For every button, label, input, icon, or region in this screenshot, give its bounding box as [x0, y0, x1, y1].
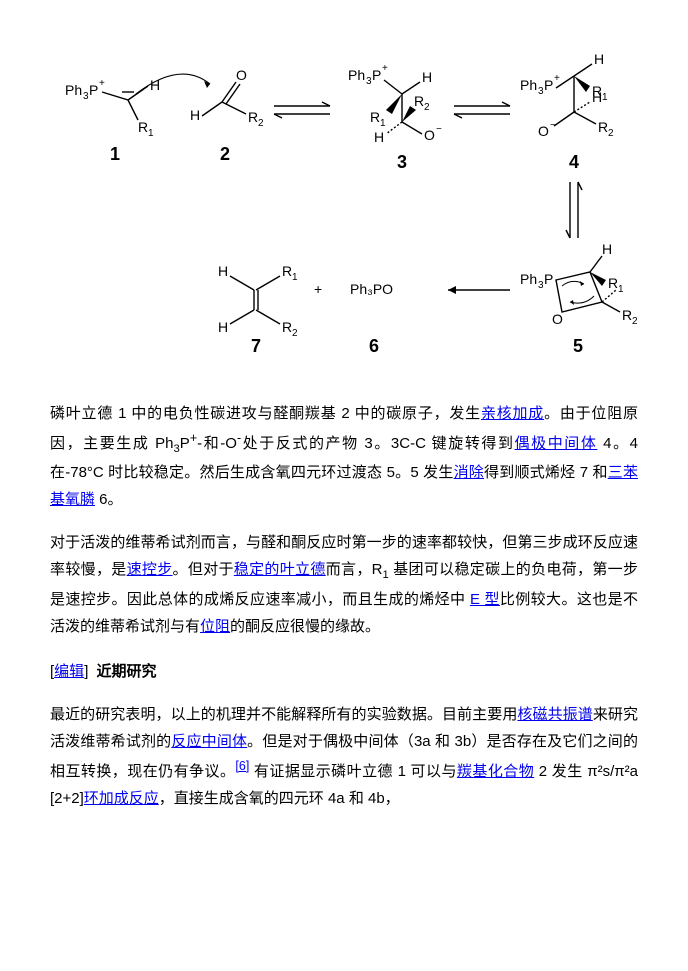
svg-text:O: O — [552, 311, 563, 327]
label-6: 6 — [369, 336, 379, 356]
svg-text:+: + — [554, 73, 560, 84]
svg-text:R: R — [598, 119, 608, 135]
svg-text:−: − — [436, 124, 442, 135]
svg-text:O: O — [236, 67, 247, 83]
svg-text:O: O — [538, 123, 549, 139]
svg-text:H: H — [218, 263, 228, 279]
link-reaction-intermediate[interactable]: 反应中间体 — [171, 733, 247, 750]
structure-7: H H R 1 R 2 — [218, 263, 298, 339]
svg-text:Ph: Ph — [520, 77, 537, 93]
link-stabilized-ylide[interactable]: 稳定的叶立德 — [234, 561, 326, 578]
svg-text:Ph: Ph — [65, 82, 82, 98]
structure-3: Ph 3 P + H R 1 O − H R 2 — [348, 63, 442, 145]
label-2: 2 — [220, 144, 230, 164]
svg-text:1: 1 — [148, 128, 154, 139]
link-nmr[interactable]: 核磁共振谱 — [517, 706, 592, 723]
svg-text:P: P — [544, 77, 553, 93]
arrow-5-67 — [448, 286, 510, 294]
svg-text:+: + — [382, 63, 388, 74]
reaction-svg: Ph 3 P + H R 1 1 H O R 2 2 — [50, 40, 638, 380]
label-1: 1 — [110, 144, 120, 164]
structure-5: Ph 3 P O H R 1 R 2 — [520, 241, 638, 327]
svg-text:P: P — [544, 271, 553, 287]
link-betaine-intermediate[interactable]: 偶极中间体 — [515, 435, 598, 452]
svg-text:H: H — [592, 89, 602, 105]
reaction-scheme-diagram: Ph 3 P + H R 1 1 H O R 2 2 — [50, 40, 638, 380]
svg-text:P: P — [372, 67, 381, 83]
svg-text:R: R — [622, 307, 632, 323]
link-steric-hindrance[interactable]: 位阻 — [200, 618, 230, 635]
link-carbonyl-compound[interactable]: 羰基化合物 — [457, 763, 534, 780]
svg-text:R: R — [608, 275, 618, 291]
svg-text:2: 2 — [258, 118, 264, 129]
svg-text:2: 2 — [424, 102, 430, 113]
label-4: 4 — [569, 152, 579, 172]
link-nucleophilic-addition[interactable]: 亲核加成 — [481, 405, 544, 422]
reference-6[interactable]: [6] — [235, 759, 249, 773]
paragraph-1: 磷叶立德 1 中的电负性碳进攻与醛酮羰基 2 中的碳原子，发生亲核加成。由于位阻… — [50, 400, 638, 513]
svg-text:1: 1 — [380, 118, 386, 129]
plus-sign: + — [314, 281, 322, 297]
equil-arrow-4-5 — [566, 182, 582, 238]
label-3: 3 — [397, 152, 407, 172]
link-elimination[interactable]: 消除 — [454, 464, 484, 481]
svg-text:H: H — [218, 319, 228, 335]
svg-text:H: H — [422, 69, 432, 85]
equil-arrow-1-3 — [274, 102, 330, 118]
structure-2: H O R 2 — [190, 67, 264, 129]
label-5: 5 — [573, 336, 583, 356]
label-7: 7 — [251, 336, 261, 356]
svg-text:R: R — [248, 109, 258, 125]
svg-text:H: H — [374, 129, 384, 145]
svg-text:1: 1 — [602, 92, 608, 103]
svg-text:P: P — [89, 82, 98, 98]
svg-text:O: O — [424, 127, 435, 143]
svg-text:Ph: Ph — [520, 271, 537, 287]
link-e-isomer[interactable]: E 型 — [470, 591, 500, 608]
svg-text:R: R — [370, 109, 380, 125]
svg-text:−: − — [550, 120, 556, 131]
paragraph-3: 最近的研究表明，以上的机理并不能解释所有的实验数据。目前主要用核磁共振谱来研究活… — [50, 701, 638, 812]
svg-text:R: R — [282, 319, 292, 335]
svg-text:R: R — [138, 119, 148, 135]
structure-6: Ph₃PO — [350, 281, 393, 297]
section-heading: [编辑] 近期研究 — [50, 658, 638, 685]
edit-section-link[interactable]: 编辑 — [54, 663, 84, 680]
svg-text:H: H — [594, 51, 604, 67]
svg-text:2: 2 — [632, 316, 638, 327]
structure-4: Ph 3 P + H R 1 O − H R 2 — [520, 51, 614, 139]
svg-text:1: 1 — [618, 284, 624, 295]
svg-text:+: + — [99, 78, 105, 89]
link-cycloaddition[interactable]: 环加成反应 — [84, 790, 159, 807]
paragraph-2: 对于活泼的维蒂希试剂而言，与醛和酮反应时第一步的速率都较快，但第三步成环反应速率… — [50, 529, 638, 639]
svg-text:2: 2 — [292, 328, 298, 339]
structure-1: Ph 3 P + H R 1 — [65, 74, 210, 139]
section-title: 近期研究 — [97, 663, 157, 680]
svg-text:Ph: Ph — [348, 67, 365, 83]
link-rate-determining-step[interactable]: 速控步 — [127, 561, 173, 578]
svg-text:R: R — [414, 93, 424, 109]
svg-text:R: R — [282, 263, 292, 279]
svg-text:2: 2 — [608, 128, 614, 139]
svg-text:H: H — [190, 107, 200, 123]
svg-text:H: H — [602, 241, 612, 257]
svg-text:1: 1 — [292, 272, 298, 283]
equil-arrow-3-4 — [454, 102, 510, 118]
